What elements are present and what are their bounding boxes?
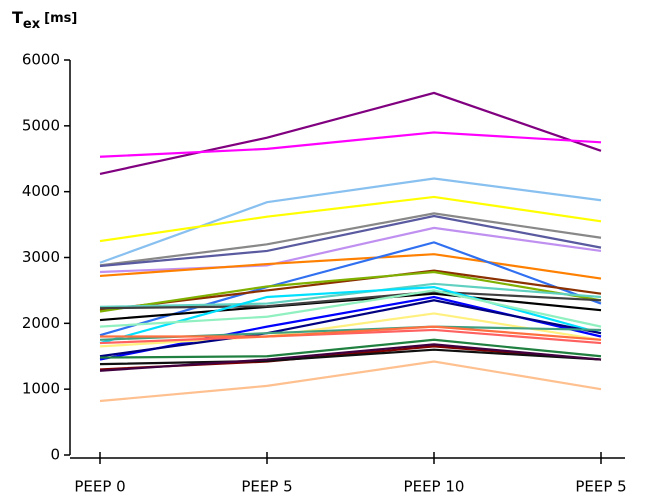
series-line <box>99 343 602 372</box>
series-line <box>99 241 602 337</box>
series-line <box>99 269 602 312</box>
series-line <box>99 292 602 322</box>
x-tick-label: PEEP 10 <box>404 478 465 496</box>
series-line <box>99 131 602 158</box>
x-tick-label: PEEP 5 <box>241 478 292 496</box>
y-tick-label: 2000 <box>22 314 60 332</box>
series-line <box>100 325 602 341</box>
series-line <box>99 289 602 328</box>
y-tick-label: 4000 <box>22 182 60 200</box>
series-line <box>99 312 602 348</box>
y-label-sub: ex <box>23 17 41 32</box>
series-line <box>99 177 602 264</box>
series-line <box>99 286 602 345</box>
series-line <box>99 360 602 403</box>
series-line <box>99 299 602 358</box>
series-line <box>99 226 602 274</box>
series-line <box>99 214 602 268</box>
y-label-main: T <box>12 8 23 27</box>
series-line <box>99 348 602 366</box>
y-axis-title: Tex [ms] <box>12 8 77 32</box>
y-tick-label: 3000 <box>22 248 60 266</box>
series-line <box>99 270 602 313</box>
series-line <box>99 212 602 267</box>
series-line <box>99 253 602 280</box>
series-line <box>99 328 602 345</box>
series-line <box>99 338 602 359</box>
series-line <box>99 195 602 243</box>
y-tick-label: 6000 <box>22 51 60 69</box>
y-tick-label: 0 <box>50 446 60 464</box>
x-tick-label: PEEP 5 <box>575 478 626 496</box>
series-line <box>99 290 602 310</box>
y-tick-label: 1000 <box>22 380 60 398</box>
y-label-unit: [ms] <box>44 11 77 26</box>
x-tick-label: PEEP 0 <box>74 478 125 496</box>
series-line <box>99 91 602 175</box>
y-tick-label: 5000 <box>22 116 60 134</box>
series-line <box>99 282 602 308</box>
